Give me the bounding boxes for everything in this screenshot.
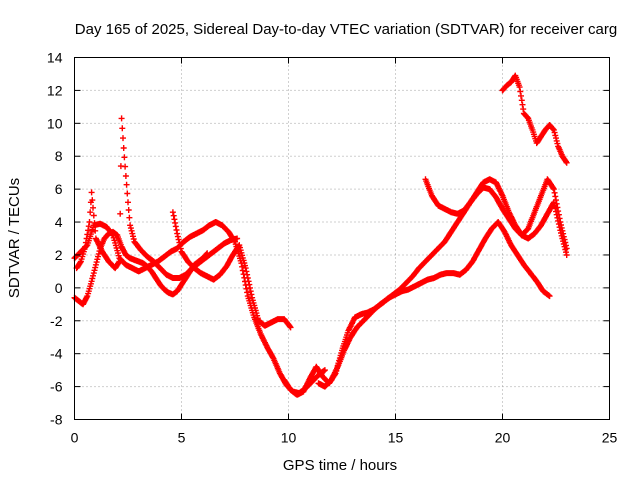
y-tick-label: 10	[47, 115, 63, 131]
y-tick-label: -8	[50, 412, 63, 428]
x-tick-labels: 0 5 10 15 20 25	[71, 430, 618, 446]
plus-markers	[281, 184, 570, 398]
chart-title: Day 165 of 2025, Sidereal Day-to-day VTE…	[75, 21, 617, 38]
y-tick-label: -6	[50, 379, 63, 395]
y-tick-labels: -8 -6 -4 -2 0 2 4 6 8 10 12 14	[47, 50, 63, 428]
y-tick-label: 14	[47, 50, 63, 66]
series-track-8	[499, 72, 570, 166]
plus-markers	[73, 115, 241, 281]
y-tick-label: 2	[55, 247, 63, 263]
x-tick-label: 0	[71, 430, 79, 446]
x-tick-label: 25	[602, 430, 618, 446]
series-track-3	[73, 115, 241, 281]
y-tick-label: 12	[47, 82, 63, 98]
series-track-7	[422, 176, 570, 252]
grid-lines	[74, 57, 610, 420]
x-tick-label: 20	[495, 430, 511, 446]
plus-markers	[422, 176, 570, 252]
data-points-layer	[71, 72, 570, 398]
y-tick-label: 4	[55, 214, 63, 230]
plus-markers	[315, 219, 553, 390]
y-tick-label: 6	[55, 181, 63, 197]
x-tick-label: 10	[281, 430, 297, 446]
series-track-4	[169, 209, 294, 331]
y-tick-label: -2	[50, 313, 63, 329]
y-tick-label: 8	[55, 148, 63, 164]
plus-markers	[499, 72, 570, 166]
plot-frame	[74, 57, 610, 420]
x-tick-label: 15	[388, 430, 404, 446]
series-track-1	[71, 219, 328, 397]
series-track-5	[281, 184, 570, 398]
x-axis-label: GPS time / hours	[283, 457, 397, 474]
series-track-6	[315, 219, 553, 390]
plus-markers	[169, 209, 294, 331]
y-axis-label: SDTVAR / TECUs	[6, 178, 23, 298]
plus-markers	[71, 219, 328, 397]
axis-ticks	[74, 57, 610, 420]
y-tick-label: 0	[55, 280, 63, 296]
y-tick-label: -4	[50, 346, 63, 362]
x-tick-label: 5	[178, 430, 186, 446]
